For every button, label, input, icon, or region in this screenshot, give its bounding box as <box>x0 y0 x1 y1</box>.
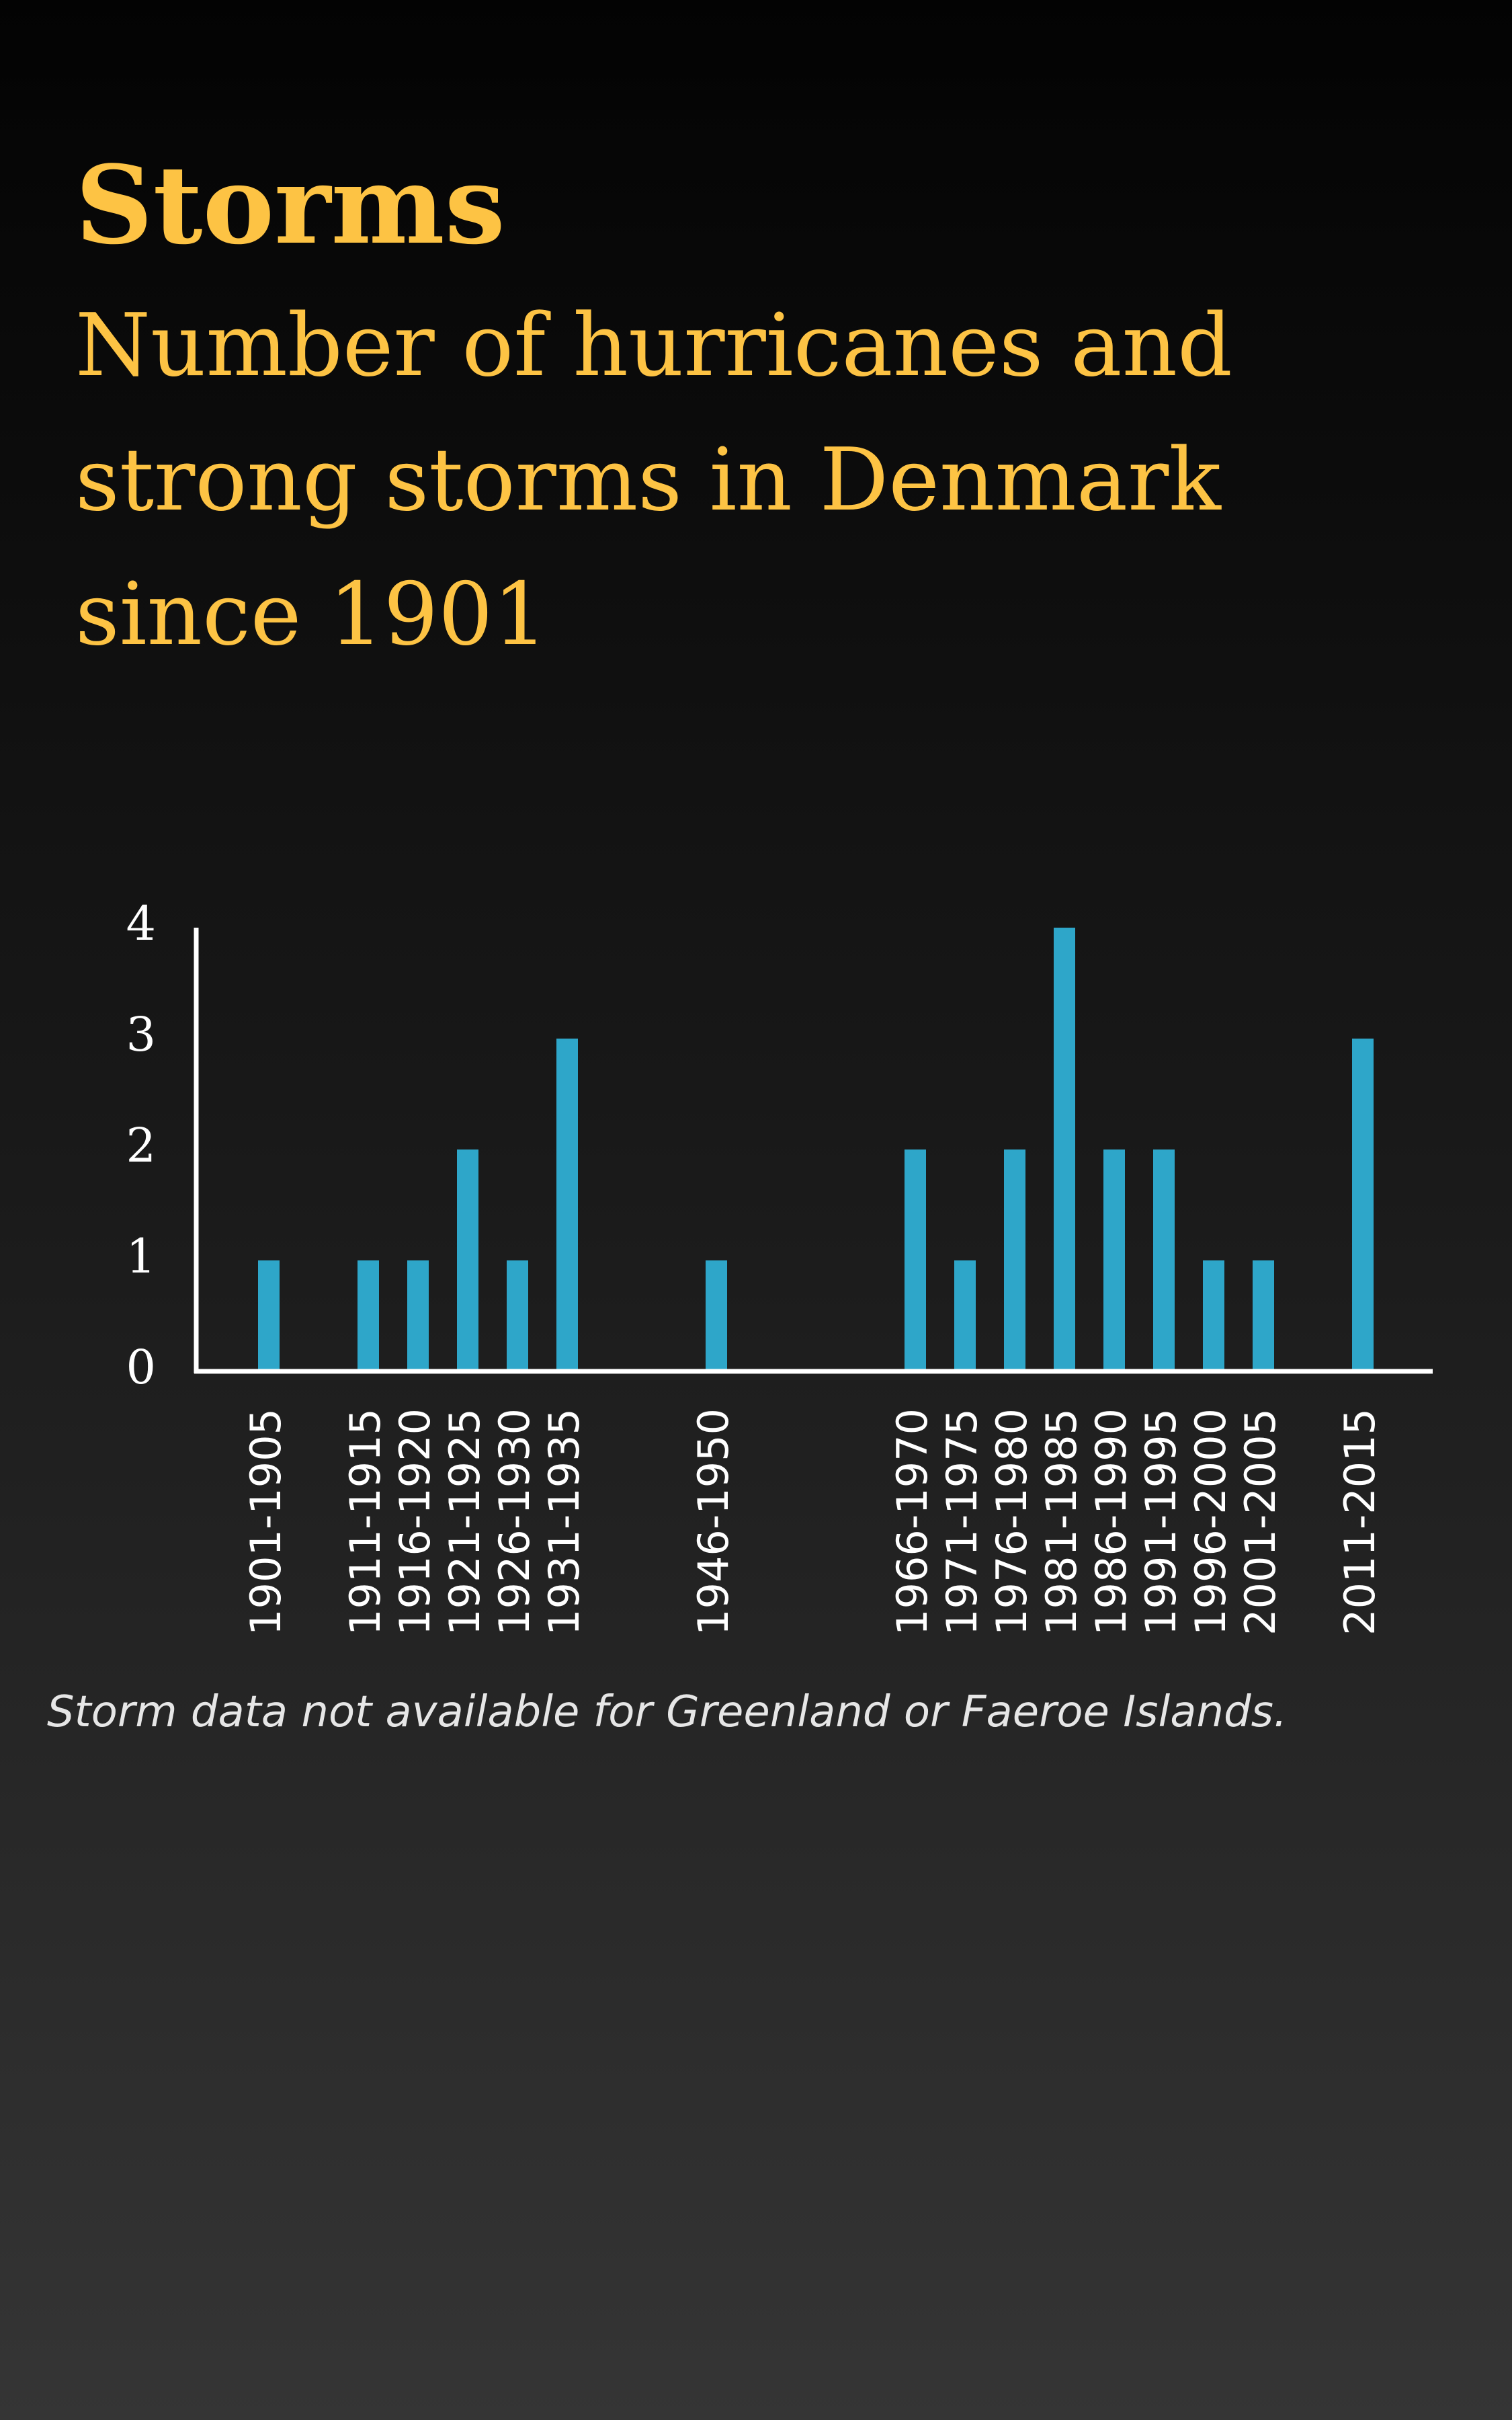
x-tick-label: 1916-1920 <box>390 1408 439 1636</box>
bar-1966-1970 <box>905 1150 926 1371</box>
bar-2001-2005 <box>1253 1260 1274 1371</box>
storm-bar-chart: 0 1 2 3 4 1901-1905 1911-1915 1916-1920 1921-19… <box>126 896 1433 1636</box>
footnote: Storm data not available for Greenland o… <box>47 1687 1288 1737</box>
bar-1911-1915 <box>358 1260 379 1371</box>
bar-1996-2000 <box>1203 1260 1224 1371</box>
bar-1931-1935 <box>556 1039 578 1371</box>
x-tick-label: 1931-1935 <box>540 1408 589 1636</box>
x-tick-label: 1981-1985 <box>1037 1408 1086 1636</box>
y-tick-label: 1 <box>126 1229 156 1284</box>
bar-1991-1995 <box>1153 1150 1175 1371</box>
bar-1921-1925 <box>457 1150 478 1371</box>
page-title: Storms <box>75 142 505 268</box>
bar-1926-1930 <box>507 1260 528 1371</box>
x-tick-label: 1976-1980 <box>987 1408 1036 1636</box>
bar-1901-1905 <box>258 1260 280 1371</box>
x-tick-label: 1971-1975 <box>937 1408 986 1636</box>
page-subtitle: Number of hurricanes and strong storms i… <box>75 296 1232 665</box>
bar-1986-1990 <box>1103 1150 1125 1371</box>
x-tick-label: 1926-1930 <box>490 1408 539 1636</box>
x-tick-label: 1996-2000 <box>1186 1408 1235 1636</box>
x-tick-label: 2011-2015 <box>1335 1408 1384 1636</box>
x-tick-label: 1921-1925 <box>440 1408 489 1636</box>
x-tick-label: 1991-1995 <box>1136 1408 1185 1636</box>
y-axis-ticks: 0 1 2 3 4 <box>126 896 156 1395</box>
bar-1981-1985 <box>1054 928 1075 1371</box>
bars <box>258 928 1374 1371</box>
x-tick-label: 1966-1970 <box>888 1408 937 1636</box>
x-tick-label: 1901-1905 <box>241 1408 290 1636</box>
bar-1916-1920 <box>407 1260 429 1371</box>
x-axis-ticks: 1901-1905 1911-1915 1916-1920 1921-1925 1926… <box>241 1408 1384 1636</box>
bar-1946-1950 <box>706 1260 727 1371</box>
x-tick-label: 1946-1950 <box>689 1408 738 1636</box>
y-tick-label: 3 <box>126 1007 156 1062</box>
x-tick-label: 1911-1915 <box>341 1408 390 1636</box>
bar-1976-1980 <box>1004 1150 1025 1371</box>
x-tick-label: 2001-2005 <box>1236 1408 1285 1636</box>
bar-1971-1975 <box>954 1260 976 1371</box>
y-tick-label: 2 <box>126 1118 156 1173</box>
y-tick-label: 0 <box>126 1340 156 1395</box>
bar-2011-2015 <box>1352 1039 1374 1371</box>
x-tick-label: 1986-1990 <box>1087 1408 1136 1636</box>
y-tick-label: 4 <box>126 896 156 951</box>
